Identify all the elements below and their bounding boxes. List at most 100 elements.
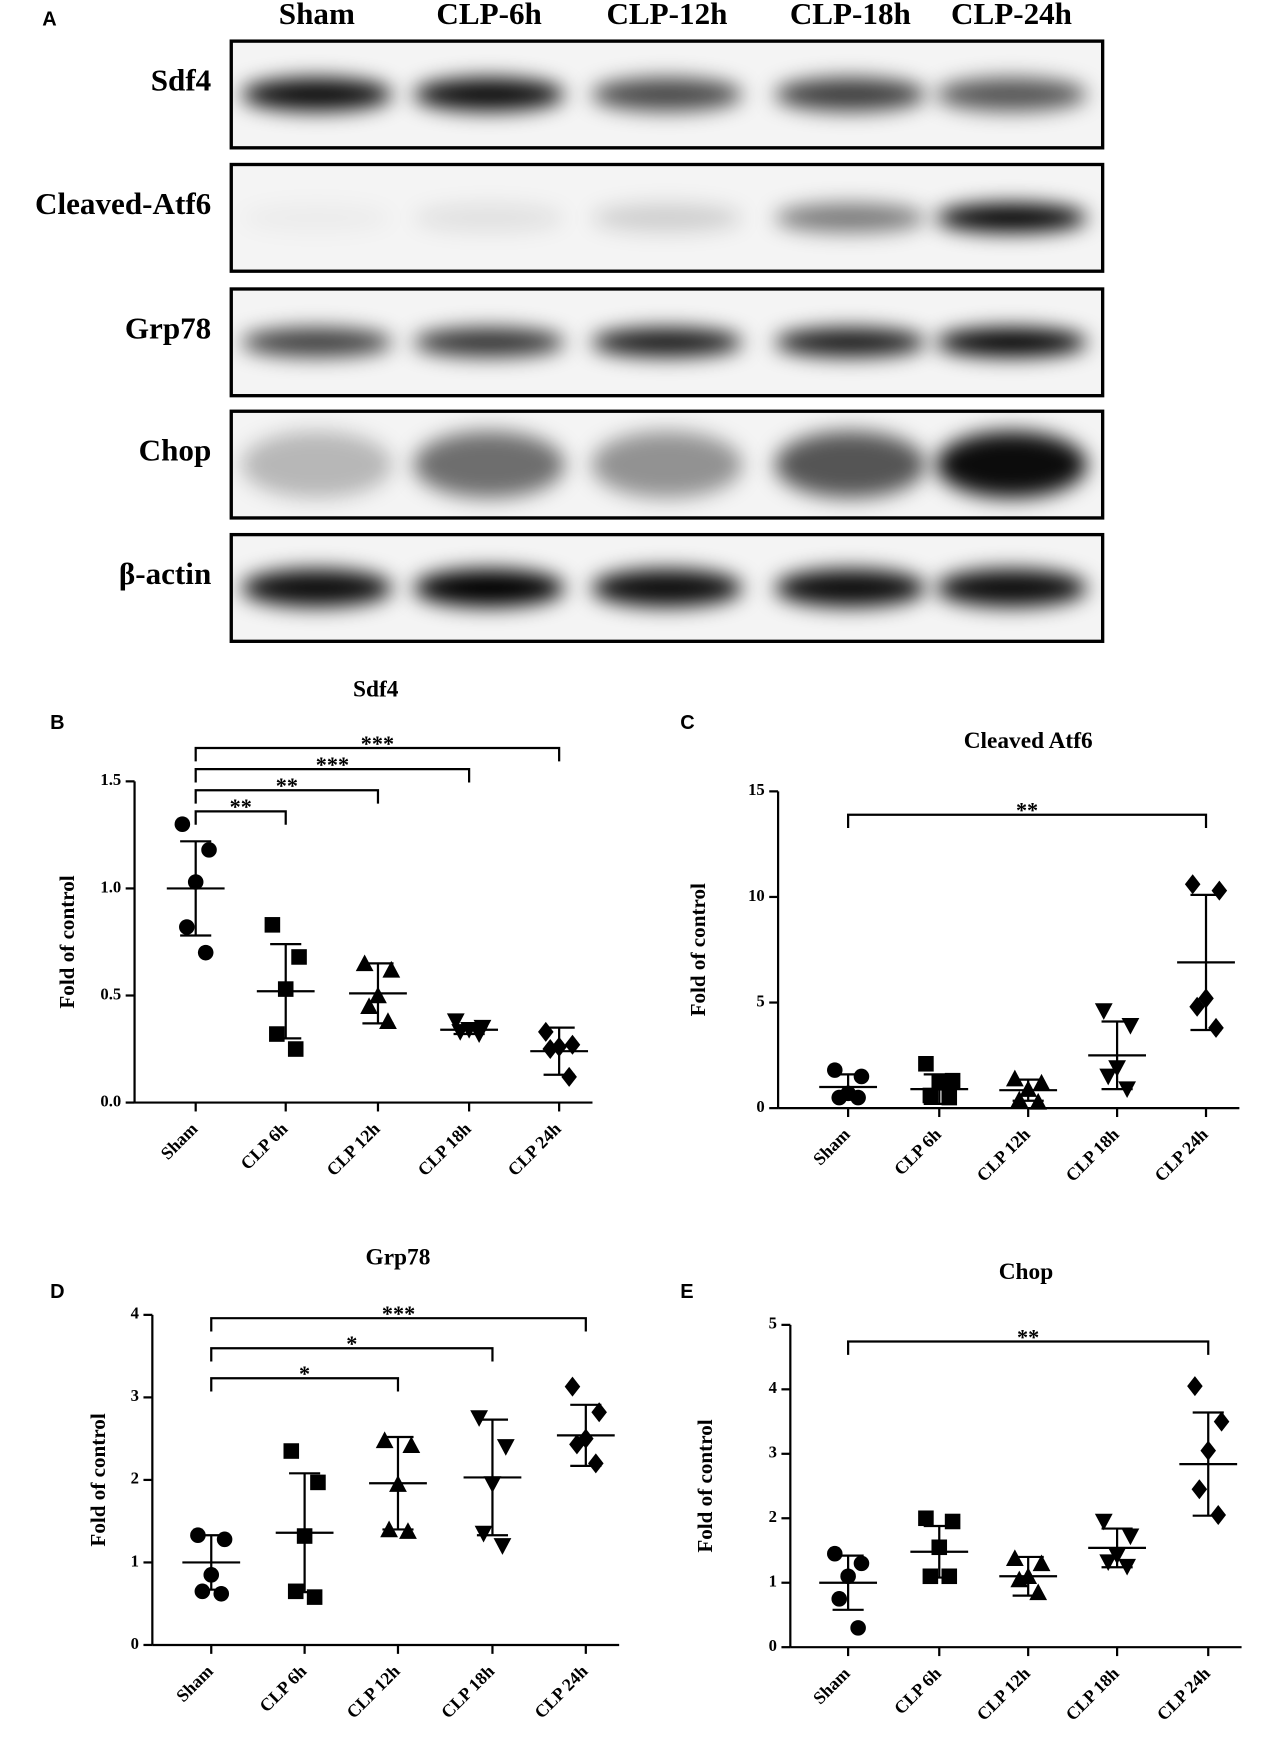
data-point [1032, 1073, 1051, 1091]
band [241, 569, 393, 607]
y-tick-label: 0 [131, 1634, 139, 1653]
x-tick-label: CLP 18h [1062, 1663, 1123, 1724]
blot-bands [241, 327, 1088, 357]
data-point [201, 842, 217, 858]
chart-title: Sdf4 [353, 677, 399, 703]
data-point [379, 1012, 397, 1029]
y-tick-label: 3 [131, 1386, 139, 1405]
data-point [850, 1089, 866, 1106]
x-tick-label: CLP 24h [1150, 1124, 1211, 1185]
data-point [941, 1089, 958, 1106]
significance-bracket [194, 746, 561, 762]
data-point [538, 1021, 554, 1042]
band [935, 431, 1088, 498]
band [413, 569, 565, 607]
lane-label: CLP-24h [951, 0, 1072, 31]
row-label: β-actin [119, 556, 211, 591]
blot-bands [241, 569, 1088, 607]
lane-label: Sham [279, 0, 355, 31]
y-tick-label: 3 [769, 1443, 777, 1462]
data-point [569, 1434, 585, 1455]
x-tick-label: CLP 24h [504, 1119, 565, 1180]
row-label: Sdf4 [151, 63, 212, 98]
x-tick-label: CLP 18h [414, 1119, 475, 1180]
x-tick-label: Sham [172, 1661, 217, 1706]
significance-label: *** [316, 752, 349, 777]
data-point [197, 944, 214, 961]
blot-frame [229, 532, 1105, 643]
data-point [216, 1531, 233, 1548]
data-point [922, 1087, 939, 1104]
blot-frame [229, 162, 1105, 273]
data-point [264, 917, 281, 933]
x-tick-label: CLP 12h [973, 1663, 1034, 1724]
data-point [1010, 1090, 1029, 1108]
y-tick-label: 0.0 [100, 1091, 121, 1110]
data-point [1187, 1376, 1203, 1397]
data-point [310, 1474, 326, 1491]
data-point [1191, 1479, 1208, 1500]
data-point [213, 1586, 230, 1602]
data-point [375, 1431, 394, 1449]
data-point [179, 919, 195, 935]
x-tick-label: CLP 6h [890, 1663, 945, 1718]
data-point [402, 1436, 421, 1454]
band [241, 431, 393, 498]
x-tick-label: CLP 6h [255, 1661, 310, 1716]
data-point [1189, 996, 1205, 1017]
panel-label: C [680, 712, 694, 734]
data-point [591, 1402, 607, 1423]
x-tick-label: Sham [809, 1663, 854, 1708]
data-point [291, 949, 307, 965]
data-point [496, 1439, 515, 1456]
data-point [853, 1068, 870, 1085]
data-point [1029, 1583, 1048, 1601]
significance-label: *** [361, 731, 394, 756]
band [591, 77, 743, 112]
data-point [922, 1568, 939, 1585]
x-tick-label: CLP 6h [890, 1124, 945, 1179]
band [935, 77, 1088, 112]
significance-bracket [847, 1340, 1210, 1355]
data-point [1032, 1554, 1051, 1572]
y-axis-label: Fold of control [693, 1419, 717, 1552]
chart-title: Chop [999, 1259, 1053, 1285]
x-tick-label: CLP 24h [530, 1661, 591, 1722]
data-point [1213, 1411, 1230, 1432]
y-tick-label: 2 [131, 1469, 139, 1488]
y-axis-label: Fold of control [86, 1413, 110, 1546]
lane-label: CLP-12h [606, 0, 727, 31]
x-tick-label: Sham [157, 1118, 202, 1163]
band [774, 77, 926, 112]
data-point [287, 1041, 304, 1057]
y-tick-label: 1 [131, 1551, 139, 1570]
band [413, 431, 565, 498]
band [241, 203, 392, 232]
band [935, 203, 1088, 233]
panel-label: A [42, 8, 56, 30]
panel-label: B [50, 712, 64, 734]
significance-label: ** [276, 773, 298, 798]
chart-title: Cleaved Atf6 [964, 728, 1093, 754]
data-point [827, 1545, 843, 1562]
y-axis-label: Fold of control [55, 875, 79, 1008]
band [774, 431, 926, 498]
band [591, 431, 743, 498]
band [774, 569, 926, 607]
band [591, 203, 743, 233]
band [413, 77, 565, 112]
data-point [918, 1510, 934, 1527]
band [413, 203, 565, 233]
blot-frame [229, 39, 1105, 150]
blot-bands [241, 77, 1088, 112]
data-point [850, 1620, 866, 1636]
x-tick-label: CLP 6h [236, 1119, 291, 1174]
band [935, 327, 1088, 357]
x-tick-label: CLP 12h [342, 1661, 403, 1722]
significance-bracket [210, 1347, 494, 1362]
y-tick-label: 10 [748, 886, 765, 905]
band [774, 203, 926, 233]
lane-label: CLP-6h [436, 0, 541, 31]
y-tick-label: 0.5 [100, 984, 121, 1003]
